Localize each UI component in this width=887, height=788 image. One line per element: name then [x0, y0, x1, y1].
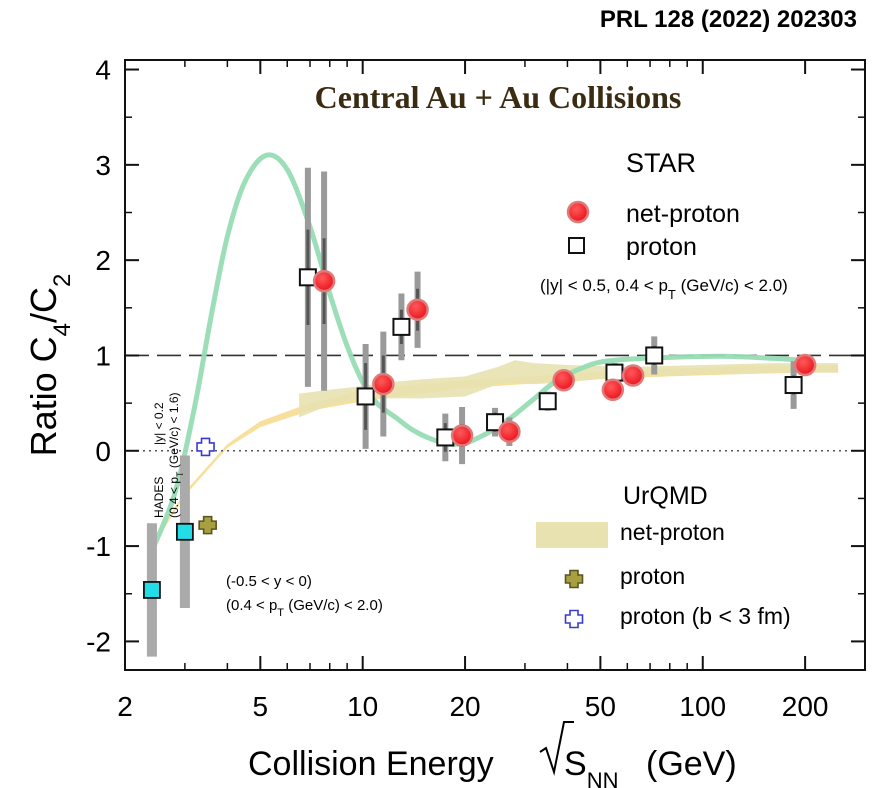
net-proton-marker	[552, 369, 575, 392]
legend-urqmd-proton-marker	[564, 569, 584, 589]
legend-net-proton-label: net-proton	[626, 200, 740, 228]
x-tick-label: 200	[782, 691, 829, 722]
legend-urqmd-title: UrQMD	[623, 482, 708, 510]
urqmd-proton-cut-pt: (0.4 < pT (GeV/c) < 2.0)	[226, 597, 383, 619]
urqmd-proton-cut-y: (-0.5 < y < 0)	[226, 573, 312, 590]
x-tick-label: 2	[117, 691, 133, 722]
y-tick-label: 0	[95, 436, 111, 467]
hades-cut-y: |y| < 0.2	[152, 402, 166, 445]
x-tick-label: 5	[253, 691, 269, 722]
net-proton-marker	[312, 269, 336, 293]
legend-urqmd-net-proton-label: net-proton	[620, 519, 725, 545]
proton-marker	[538, 392, 557, 411]
net-proton-marker	[793, 353, 817, 377]
hades-label: HADES	[152, 477, 166, 518]
net-proton-marker	[450, 424, 474, 447]
legend-urqmd-band-swatch	[536, 522, 608, 548]
plot-frame	[124, 59, 866, 671]
y-tick-label: 3	[95, 150, 111, 181]
proton-marker	[436, 428, 455, 447]
legend-star-title: STAR	[626, 148, 696, 178]
legend-net-proton-marker	[566, 200, 590, 224]
y-tick-label: -1	[86, 531, 111, 562]
proton-marker	[645, 346, 664, 365]
x-axis-sqrt-label: SNN	[564, 745, 618, 788]
x-tick-label: 20	[449, 691, 480, 722]
proton-marker	[356, 387, 375, 406]
y-tick-label: 2	[95, 245, 111, 276]
y-axis-label: Ratio C4/C2	[23, 274, 76, 457]
reference-label: PRL 128 (2022) 202303	[599, 6, 857, 33]
legend-urqmd-proton-label: proton	[620, 563, 685, 589]
sqrt-symbol	[539, 721, 574, 776]
y-tick-label: -2	[86, 626, 111, 657]
proton-marker	[784, 376, 803, 395]
proton-marker	[605, 363, 624, 382]
model-curve	[149, 152, 808, 554]
x-tick-label: 100	[679, 691, 726, 722]
x-axis-label: Collision Energy	[248, 745, 494, 783]
net-proton-marker	[601, 378, 625, 402]
hades-marker	[175, 522, 194, 541]
net-proton-marker	[372, 372, 395, 396]
urqmd-proton-b3-marker	[196, 437, 215, 457]
hades-marker	[143, 581, 161, 599]
hades-cut-pt: (0.4 < pT (GeV/c) < 1.6)	[167, 392, 185, 518]
y-tick-label: 1	[95, 340, 111, 371]
x-tick-label: 10	[347, 691, 378, 722]
yellow-band	[151, 365, 839, 548]
legend-proton-label: proton	[626, 233, 697, 261]
x-axis-unit: (GeV)	[646, 745, 737, 783]
legend-star-cuts: (|y| < 0.5, 0.4 < pT (GeV/c) < 2.0)	[540, 276, 788, 302]
legend-proton-marker	[568, 237, 585, 254]
proton-marker	[486, 413, 505, 432]
legend-urqmd-b3-label: proton (b < 3 fm)	[620, 603, 791, 629]
y-tick-label: 4	[95, 55, 111, 86]
x-tick-label: 50	[585, 691, 616, 722]
net-proton-marker	[621, 364, 645, 387]
legend-urqmd-b3-marker	[564, 609, 584, 629]
net-proton-marker	[406, 298, 429, 321]
chart-title: Central Au + Au Collisions	[315, 79, 682, 115]
net-proton-marker	[498, 420, 521, 443]
proton-marker	[392, 317, 411, 336]
urqmd-proton-marker	[198, 515, 217, 535]
